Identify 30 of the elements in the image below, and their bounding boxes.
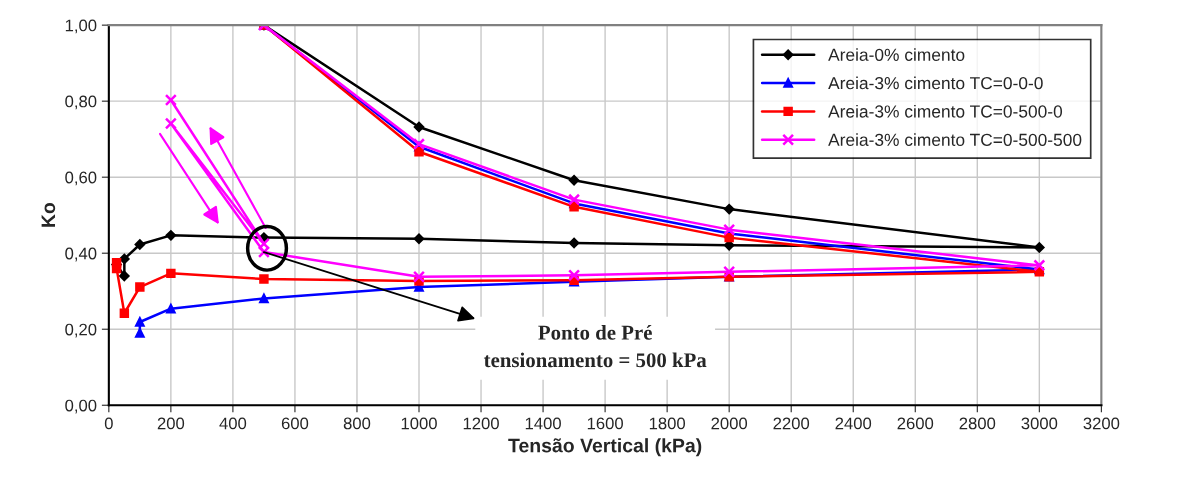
y-axis-title: Ko (41, 203, 56, 227)
x-tick-label: 1400 (525, 417, 561, 430)
y-tick-label: 0,80 (65, 95, 97, 110)
x-tick-label: 1600 (587, 417, 623, 430)
y-tick-label: 0,20 (65, 323, 97, 338)
x-tick-label: 3000 (1021, 417, 1058, 430)
x-tick-label: 1800 (649, 417, 686, 430)
y-tick-label: 1,00 (65, 19, 97, 34)
x-tick-label: 1200 (463, 417, 499, 430)
x-tick-label: 1000 (401, 417, 437, 430)
x-axis-title: Tensão Vertical (kPa) (508, 438, 702, 457)
x-tick-label: 400 (219, 417, 247, 430)
x-tick-label: 2400 (835, 417, 872, 430)
x-tick-label: 800 (343, 417, 371, 430)
y-tick-label: 0,00 (65, 399, 97, 414)
legend-label: Areia-3% cimento TC=0-500-0 (828, 104, 1063, 118)
x-tick-label: 200 (157, 417, 185, 430)
x-tick-label: 2800 (959, 417, 996, 430)
y-tick-label: 0,60 (65, 171, 97, 186)
x-tick-label: 2600 (897, 417, 934, 430)
x-tick-label: 2200 (773, 417, 810, 430)
x-tick-label: 2000 (711, 417, 748, 430)
legend-label: Areia-3% cimento TC=0-0-0 (828, 76, 1043, 90)
x-tick-label: 600 (281, 417, 309, 430)
x-tick-label: 0 (104, 417, 113, 430)
legend-label: Areia-0% cimento (828, 48, 965, 61)
legend-label: Areia-3% cimento TC=0-500-500 (828, 133, 1082, 146)
x-tick-label: 3200 (1083, 417, 1120, 430)
y-tick-label: 0,40 (65, 247, 97, 262)
annotation: Ponto de Pré tensionamento = 500 kPa (483, 324, 707, 368)
